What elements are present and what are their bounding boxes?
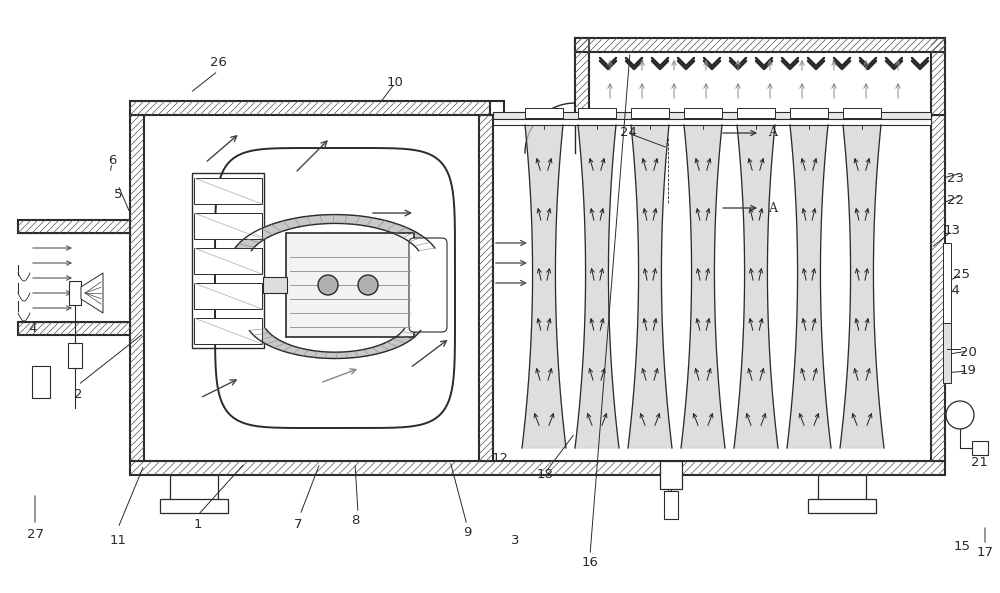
Bar	[130, 461, 945, 475]
Bar	[972, 441, 988, 455]
Bar	[631, 108, 669, 118]
Text: A: A	[768, 126, 777, 139]
Polygon shape	[681, 125, 725, 448]
Bar	[664, 491, 678, 519]
Text: 20: 20	[960, 346, 976, 359]
Text: 13: 13	[944, 225, 960, 238]
Text: 17: 17	[976, 547, 994, 560]
Text: 6: 6	[108, 155, 116, 167]
Bar	[479, 115, 493, 461]
Polygon shape	[787, 125, 831, 448]
Circle shape	[318, 275, 338, 295]
Text: 11: 11	[110, 534, 126, 547]
Text: 8: 8	[351, 515, 359, 528]
Bar	[818, 475, 866, 501]
Bar	[525, 108, 563, 118]
Text: 21: 21	[972, 457, 988, 470]
Circle shape	[358, 275, 378, 295]
Bar	[660, 461, 682, 489]
Text: 9: 9	[463, 527, 471, 540]
Text: 19: 19	[960, 365, 976, 378]
Bar	[931, 38, 945, 115]
Text: 7: 7	[294, 518, 302, 531]
Text: 27: 27	[26, 528, 44, 541]
Text: 23: 23	[946, 171, 964, 184]
Text: A: A	[768, 202, 777, 215]
Bar	[943, 315, 951, 383]
Polygon shape	[840, 125, 884, 448]
FancyBboxPatch shape	[409, 238, 447, 332]
Text: 3: 3	[511, 534, 519, 547]
Polygon shape	[81, 273, 103, 313]
Bar	[575, 38, 945, 52]
Polygon shape	[575, 125, 619, 448]
Bar	[493, 119, 931, 125]
Bar	[808, 499, 876, 513]
Bar	[68, 343, 82, 368]
Polygon shape	[235, 215, 435, 251]
Bar	[194, 213, 262, 239]
Bar	[194, 248, 262, 274]
Bar	[286, 233, 414, 337]
Text: 18: 18	[537, 468, 553, 482]
Text: 5: 5	[114, 189, 122, 202]
Bar	[493, 112, 931, 119]
Text: 25: 25	[954, 269, 970, 282]
Bar	[194, 283, 262, 309]
Polygon shape	[249, 329, 421, 359]
Bar	[32, 366, 50, 398]
Text: 2: 2	[74, 388, 82, 401]
Text: 10: 10	[387, 76, 403, 90]
Text: 14: 14	[944, 285, 960, 298]
Bar	[194, 318, 262, 344]
Bar	[18, 220, 130, 233]
Bar	[737, 108, 775, 118]
Bar	[130, 115, 144, 461]
Polygon shape	[215, 148, 455, 428]
Bar	[160, 499, 228, 513]
Bar	[490, 101, 504, 115]
Bar	[575, 38, 589, 115]
Bar	[943, 243, 951, 323]
Text: 1: 1	[194, 518, 202, 531]
Text: 26: 26	[210, 56, 226, 69]
Bar	[18, 322, 130, 335]
Bar	[578, 108, 616, 118]
Text: 22: 22	[946, 195, 964, 208]
Bar	[69, 281, 81, 305]
Text: 15: 15	[954, 540, 970, 553]
Bar	[192, 173, 264, 348]
Bar	[130, 101, 490, 115]
Bar	[194, 178, 262, 204]
Bar	[843, 108, 881, 118]
Bar	[263, 277, 287, 293]
Polygon shape	[522, 125, 566, 448]
Text: 16: 16	[582, 556, 598, 569]
Text: 12: 12	[492, 451, 509, 464]
Bar	[931, 115, 945, 461]
Polygon shape	[734, 125, 778, 448]
Text: 4: 4	[29, 321, 37, 334]
Circle shape	[946, 401, 974, 429]
Bar	[170, 475, 218, 501]
Polygon shape	[628, 125, 672, 448]
Bar	[684, 108, 722, 118]
Text: 24: 24	[620, 126, 636, 139]
Bar	[790, 108, 828, 118]
